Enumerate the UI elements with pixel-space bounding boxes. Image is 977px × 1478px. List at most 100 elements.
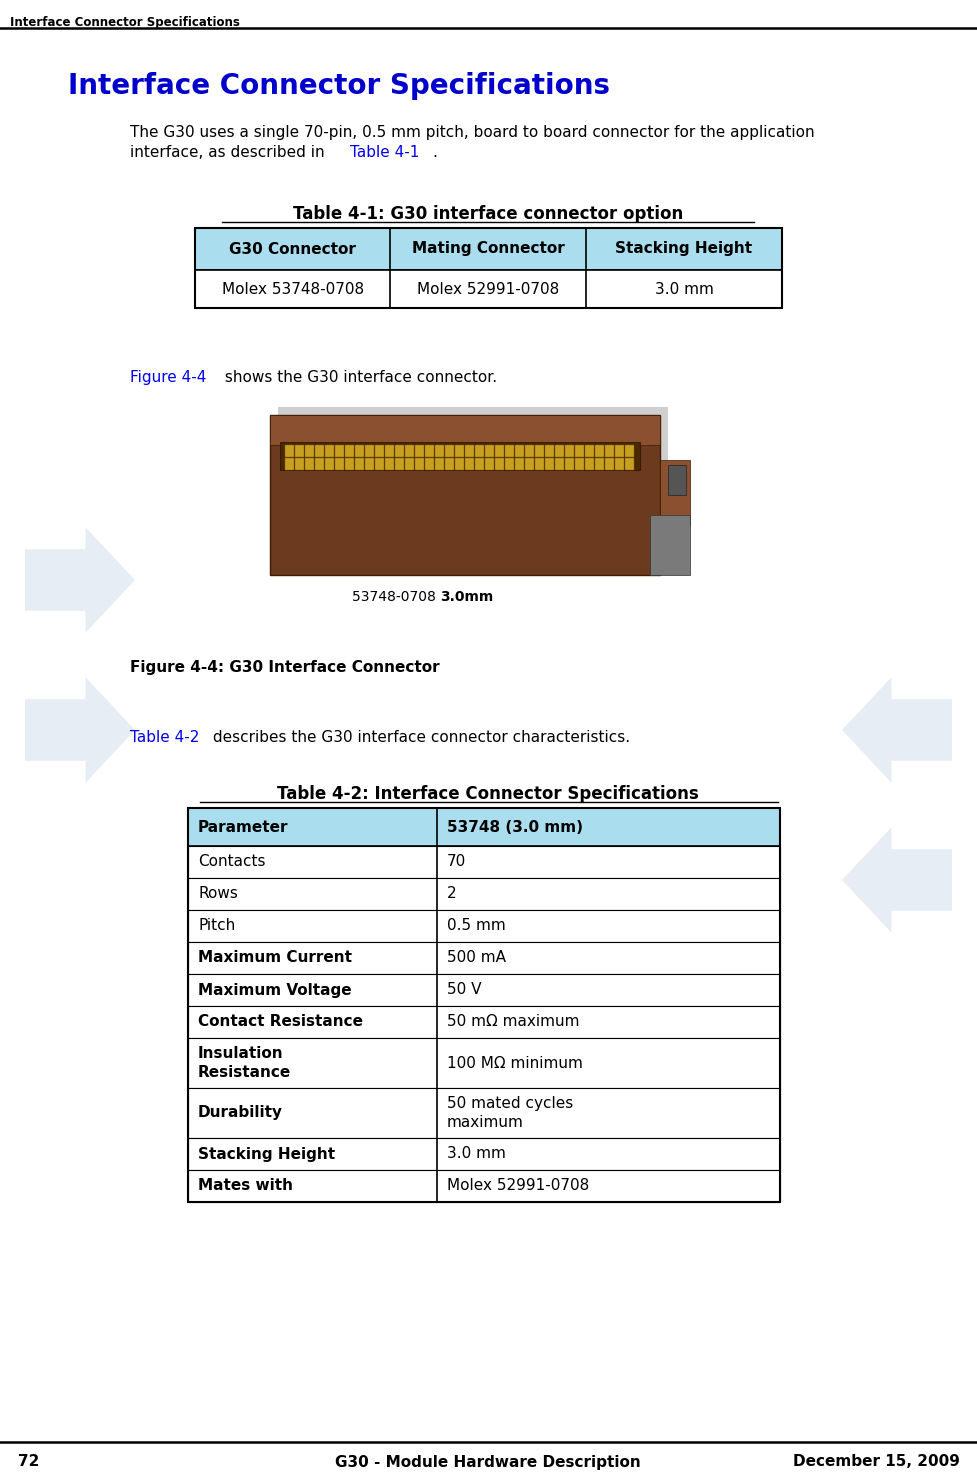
- Polygon shape: [842, 677, 952, 783]
- Text: Table 4-1: G30 interface connector option: Table 4-1: G30 interface connector optio…: [293, 205, 683, 223]
- Text: Durability: Durability: [198, 1106, 283, 1120]
- Bar: [575, 445, 584, 457]
- Bar: [295, 458, 304, 470]
- Bar: [405, 445, 414, 457]
- Bar: [535, 445, 544, 457]
- Bar: [395, 458, 404, 470]
- Bar: [660, 460, 690, 525]
- Bar: [465, 458, 474, 470]
- Text: Maximum Current: Maximum Current: [198, 950, 352, 965]
- Bar: [625, 458, 634, 470]
- Bar: [455, 445, 464, 457]
- Bar: [270, 415, 660, 575]
- Bar: [545, 458, 554, 470]
- Text: 100 MΩ minimum: 100 MΩ minimum: [446, 1055, 582, 1070]
- Text: Insulation
Resistance: Insulation Resistance: [198, 1046, 291, 1080]
- Bar: [575, 458, 584, 470]
- Bar: [188, 1038, 780, 1088]
- Text: Molex 52991-0708: Molex 52991-0708: [446, 1178, 589, 1194]
- Bar: [425, 458, 434, 470]
- Bar: [485, 445, 494, 457]
- Text: 3.0 mm: 3.0 mm: [655, 281, 713, 297]
- Bar: [195, 228, 782, 270]
- Bar: [365, 445, 374, 457]
- Bar: [188, 808, 780, 1202]
- Bar: [188, 1088, 780, 1138]
- Text: 3.0mm: 3.0mm: [440, 590, 493, 605]
- Polygon shape: [25, 528, 135, 633]
- Bar: [615, 445, 624, 457]
- Bar: [188, 941, 780, 974]
- Text: Contact Resistance: Contact Resistance: [198, 1014, 363, 1030]
- Bar: [555, 445, 564, 457]
- Polygon shape: [25, 677, 135, 783]
- Bar: [355, 458, 364, 470]
- Text: Stacking Height: Stacking Height: [198, 1147, 335, 1162]
- Bar: [495, 458, 504, 470]
- Bar: [465, 445, 474, 457]
- Text: 50 V: 50 V: [446, 983, 481, 998]
- Bar: [295, 445, 304, 457]
- Bar: [188, 845, 780, 878]
- Bar: [405, 458, 414, 470]
- Bar: [325, 445, 334, 457]
- Bar: [515, 445, 524, 457]
- Bar: [345, 458, 354, 470]
- Bar: [435, 445, 444, 457]
- Bar: [188, 1171, 780, 1202]
- Bar: [650, 514, 690, 575]
- Bar: [375, 458, 384, 470]
- Bar: [415, 458, 424, 470]
- Bar: [285, 458, 294, 470]
- Bar: [188, 910, 780, 941]
- Text: Mates with: Mates with: [198, 1178, 293, 1194]
- Bar: [335, 458, 344, 470]
- Bar: [475, 445, 484, 457]
- Bar: [585, 458, 594, 470]
- Text: Table 4-1: Table 4-1: [350, 145, 419, 160]
- Bar: [355, 445, 364, 457]
- Bar: [345, 445, 354, 457]
- Text: 53748-0708: 53748-0708: [352, 590, 440, 605]
- Text: Molex 53748-0708: Molex 53748-0708: [222, 281, 363, 297]
- Bar: [305, 458, 314, 470]
- Text: 53748 (3.0 mm): 53748 (3.0 mm): [446, 819, 582, 835]
- Bar: [595, 445, 604, 457]
- Text: Table 4-2: Table 4-2: [130, 730, 199, 745]
- Bar: [668, 466, 686, 495]
- Text: 50 mated cycles
maximum: 50 mated cycles maximum: [446, 1097, 573, 1129]
- Bar: [385, 445, 394, 457]
- Text: 72: 72: [18, 1454, 39, 1469]
- Bar: [445, 458, 454, 470]
- Bar: [425, 445, 434, 457]
- Bar: [565, 445, 574, 457]
- Bar: [188, 1138, 780, 1171]
- Bar: [375, 445, 384, 457]
- Bar: [278, 406, 668, 568]
- Bar: [515, 458, 524, 470]
- Text: Mating Connector: Mating Connector: [412, 241, 565, 257]
- Bar: [475, 458, 484, 470]
- Text: 2: 2: [446, 887, 456, 902]
- Bar: [325, 458, 334, 470]
- Bar: [270, 415, 660, 445]
- Text: .: .: [432, 145, 437, 160]
- Text: Interface Connector Specifications: Interface Connector Specifications: [68, 72, 610, 101]
- Bar: [365, 458, 374, 470]
- Bar: [415, 445, 424, 457]
- Bar: [485, 458, 494, 470]
- Text: Parameter: Parameter: [198, 819, 288, 835]
- Bar: [455, 458, 464, 470]
- Text: 500 mA: 500 mA: [446, 950, 506, 965]
- Bar: [395, 445, 404, 457]
- Text: The G30 uses a single 70-pin, 0.5 mm pitch, board to board connector for the app: The G30 uses a single 70-pin, 0.5 mm pit…: [130, 126, 815, 140]
- Text: Contacts: Contacts: [198, 854, 266, 869]
- Text: Interface Connector Specifications: Interface Connector Specifications: [10, 16, 240, 30]
- Text: Maximum Voltage: Maximum Voltage: [198, 983, 352, 998]
- Text: describes the G30 interface connector characteristics.: describes the G30 interface connector ch…: [208, 730, 630, 745]
- Bar: [285, 445, 294, 457]
- Text: December 15, 2009: December 15, 2009: [793, 1454, 960, 1469]
- Bar: [195, 228, 782, 307]
- Text: Table 4-2: Interface Connector Specifications: Table 4-2: Interface Connector Specifica…: [277, 785, 699, 803]
- Bar: [615, 458, 624, 470]
